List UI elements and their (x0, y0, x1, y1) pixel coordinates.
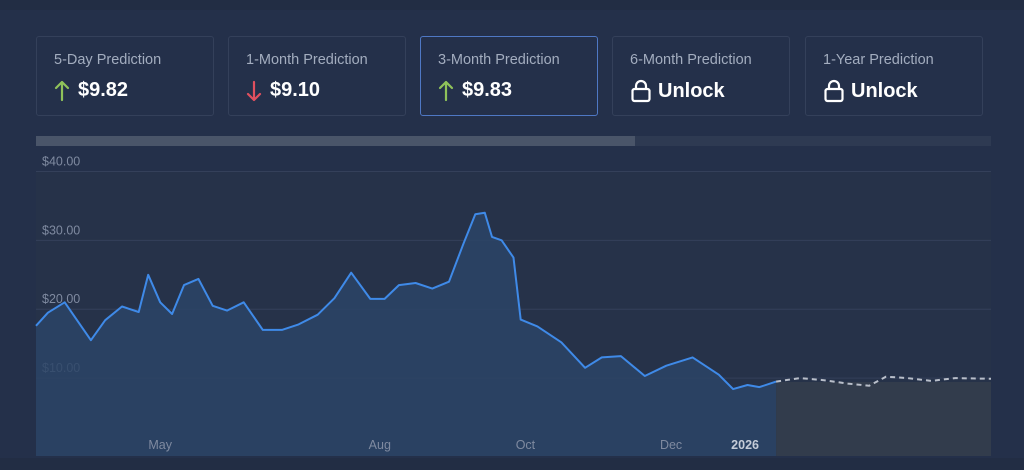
prediction-cards: 5-Day Prediction $9.82 1-Month Predictio… (36, 36, 986, 118)
x-tick-label: Dec (660, 438, 682, 452)
arrow-down-icon (246, 80, 262, 102)
historical-price-line (35, 211, 777, 391)
y-tick-label: $30.00 (42, 223, 80, 237)
range-selector-handle[interactable] (36, 136, 635, 146)
lock-icon (823, 79, 845, 103)
forecast-price-line (775, 375, 992, 387)
card-5-day-prediction[interactable]: 5-Day Prediction $9.82 (36, 36, 214, 116)
historical-area (36, 212, 777, 456)
top-strip (0, 0, 1024, 10)
card-value-row: Unlock (630, 79, 725, 103)
lock-icon (630, 79, 652, 103)
forecast-region (776, 382, 991, 456)
card-label: 6-Month Prediction (630, 52, 752, 68)
card-1-month-prediction[interactable]: 1-Month Prediction $9.10 (228, 36, 406, 116)
card-value: $9.10 (270, 79, 321, 101)
x-tick-label: Aug (369, 438, 391, 452)
card-value: Unlock (658, 79, 725, 102)
x-tick-label: 2026 (731, 438, 759, 452)
card-value-row: $9.82 (54, 79, 128, 102)
x-tick-label: May (148, 438, 172, 452)
card-value-row: $9.83 (438, 79, 512, 102)
card-3-month-prediction[interactable]: 3-Month Prediction $9.83 (420, 36, 598, 116)
x-tick-label: Oct (516, 438, 536, 452)
card-label: 3-Month Prediction (438, 52, 560, 68)
card-1-year-prediction[interactable]: 1-Year Prediction Unlock (805, 36, 983, 116)
card-value-row: Unlock (823, 79, 918, 103)
card-value: $9.82 (78, 79, 129, 101)
range-selector[interactable] (36, 136, 991, 146)
card-label: 5-Day Prediction (54, 52, 162, 68)
y-tick-label: $40.00 (42, 154, 80, 168)
bottom-strip (0, 458, 1024, 470)
card-label: 1-Year Prediction (823, 52, 934, 68)
card-label: 1-Month Prediction (246, 52, 368, 68)
arrow-up-icon (438, 80, 454, 102)
arrow-up-icon (54, 80, 70, 102)
card-value-row: $9.10 (246, 79, 320, 102)
card-value: Unlock (851, 79, 918, 102)
y-tick-label: $20.00 (42, 292, 80, 306)
card-value: $9.83 (462, 79, 513, 101)
card-6-month-prediction[interactable]: 6-Month Prediction Unlock (612, 36, 790, 116)
